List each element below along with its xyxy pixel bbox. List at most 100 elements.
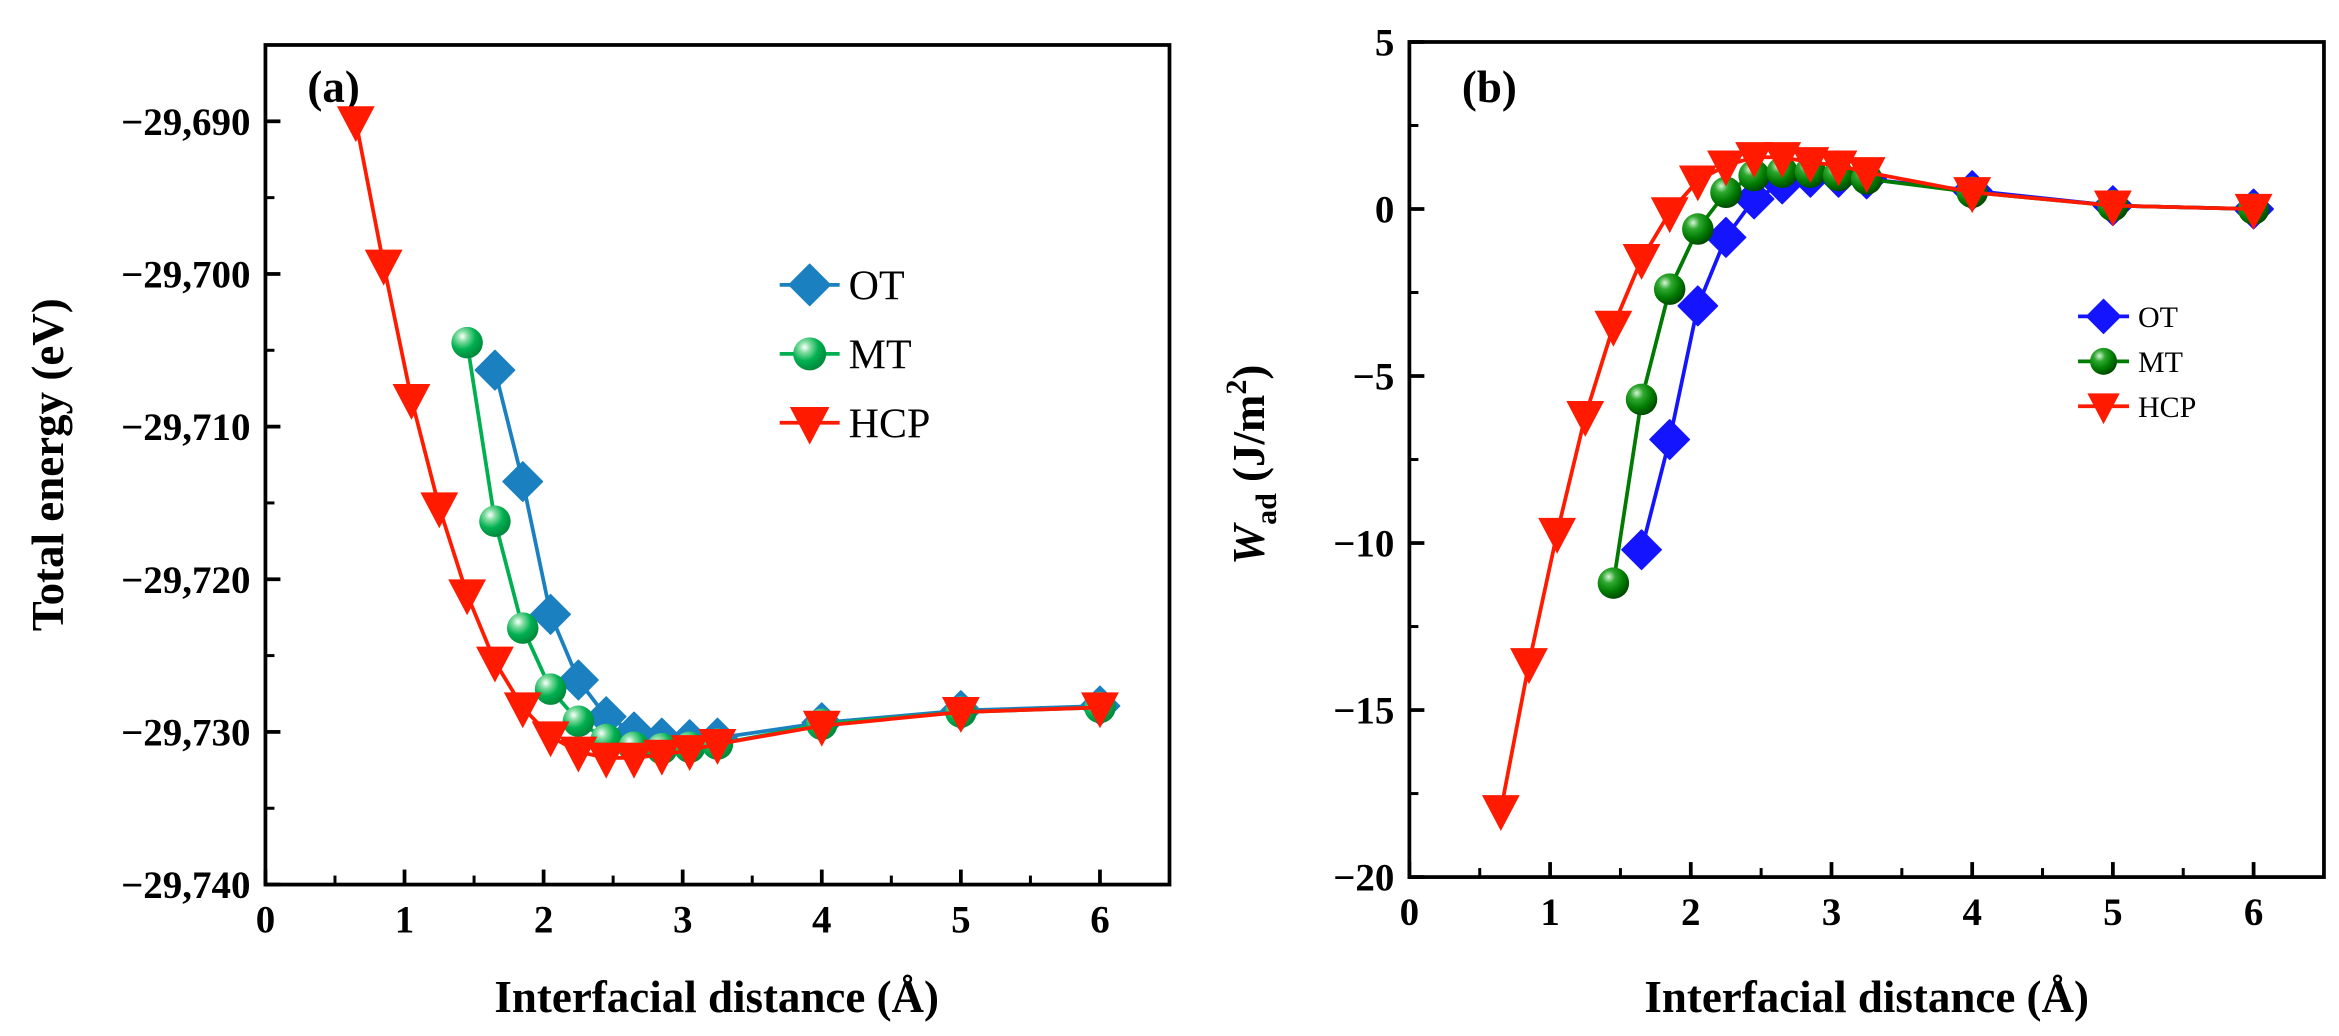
data-point <box>1791 147 1830 184</box>
data-point <box>642 739 681 776</box>
data-point <box>615 742 653 779</box>
data-point <box>1678 165 1717 202</box>
x-tick-label: 2 <box>534 899 553 942</box>
y-tick-label: −10 <box>1333 523 1394 566</box>
ylabel-unit: (J/m <box>1224 395 1274 494</box>
series-mt <box>451 326 1116 765</box>
legend-item: MT <box>2078 346 2183 379</box>
data-point <box>1763 142 1802 179</box>
x-tick-label: 1 <box>1540 891 1559 934</box>
legend-marker <box>2087 393 2120 425</box>
data-point <box>1625 383 1658 416</box>
legend-marker <box>788 263 832 307</box>
x-tick-label: 5 <box>2103 891 2122 934</box>
legend-item: HCP <box>779 401 931 447</box>
legend: OT MT HCP <box>779 263 931 447</box>
legend-label: HCP <box>849 401 931 447</box>
data-point <box>1621 529 1662 571</box>
y-tick-label: 5 <box>1375 21 1394 64</box>
legend-marker <box>2090 347 2118 375</box>
data-point <box>530 593 571 635</box>
panel-label: (a) <box>307 62 359 112</box>
data-point <box>698 729 737 765</box>
x-tick-label: 3 <box>1822 891 1841 934</box>
series-line <box>1498 155 2254 811</box>
x-tick-label: 4 <box>1962 891 1981 934</box>
x-tick-label: 5 <box>951 899 970 942</box>
panel-a: (a) Interfacial distance (Å) Total energ… <box>23 43 1172 1022</box>
data-point <box>392 384 431 420</box>
data-point <box>802 710 841 747</box>
legend: OT MT HCP <box>2078 298 2196 425</box>
data-point <box>502 461 544 502</box>
data-point <box>1847 157 1886 194</box>
data-point <box>1650 197 1689 234</box>
data-point <box>587 742 626 779</box>
data-point <box>531 721 570 758</box>
ylabel-close: ) <box>1224 365 1274 380</box>
y-tick-label: −29,730 <box>121 711 250 754</box>
data-point <box>2094 190 2132 227</box>
y-tick-label: −5 <box>1353 356 1395 399</box>
legend-label: MT <box>849 333 912 379</box>
data-point <box>1735 142 1773 179</box>
panel-label: (b) <box>1462 62 1517 112</box>
data-point <box>1682 213 1714 245</box>
x-axis-title: Interfacial distance (Å) <box>494 972 939 1022</box>
data-point <box>1710 176 1742 209</box>
data-point <box>1481 795 1520 832</box>
data-point <box>670 735 709 772</box>
legend-marker <box>793 337 827 371</box>
y-tick-label: −20 <box>1333 857 1394 900</box>
x-tick-label: 0 <box>1400 891 1419 934</box>
x-tick-label: 1 <box>395 899 414 942</box>
ylabel-sup: 2 <box>1220 380 1253 395</box>
data-point <box>1566 400 1605 437</box>
legend-item: OT <box>779 263 905 310</box>
y-axis-title: Total energy (eV) <box>23 298 73 631</box>
plot-frame <box>263 43 1172 887</box>
data-point <box>1594 310 1633 347</box>
data-point <box>1649 419 1691 460</box>
data-point <box>534 673 567 705</box>
x-tick-label: 6 <box>2244 891 2263 934</box>
data-point <box>364 249 403 286</box>
data-point <box>1953 177 1992 214</box>
data-point <box>1081 692 1119 729</box>
panel-b: (b) Interfacial distance (Å) Wad (J/m2) … <box>1220 21 2326 1022</box>
y-tick-label: −15 <box>1333 690 1394 733</box>
series-line <box>354 120 1101 760</box>
data-point <box>557 659 599 701</box>
data-point <box>1597 567 1630 599</box>
legend-item: HCP <box>2078 391 2196 425</box>
data-point <box>562 705 595 737</box>
x-tick-label: 4 <box>812 899 831 942</box>
data-point <box>1707 150 1745 187</box>
ylabel-sub: ad <box>1250 493 1283 525</box>
data-point <box>559 736 598 773</box>
x-axis-title: Interfacial distance (Å) <box>1644 972 2089 1022</box>
y-tick-label: −29,700 <box>121 253 250 296</box>
data-point <box>1653 273 1686 305</box>
y-tick-label: −29,720 <box>121 559 250 602</box>
data-point <box>1677 285 1719 327</box>
y-tick-label: −29,740 <box>121 864 250 907</box>
legend-label: HCP <box>2138 391 2196 424</box>
y-tick-label: 0 <box>1375 188 1394 231</box>
series-hcp <box>1481 142 2273 832</box>
x-tick-label: 6 <box>1090 899 1109 942</box>
data-point <box>1538 517 1577 554</box>
x-tick-label: 2 <box>1681 891 1700 934</box>
data-point <box>941 696 980 733</box>
legend-marker <box>2085 298 2122 334</box>
data-point <box>2234 193 2273 230</box>
legend-item: OT <box>2078 298 2178 334</box>
legend-item: MT <box>779 333 912 379</box>
legend-label: OT <box>849 264 905 310</box>
data-point <box>1819 150 1858 187</box>
data-point <box>451 326 483 359</box>
data-point <box>474 349 516 391</box>
x-tick-label: 0 <box>256 899 275 942</box>
y-tick-label: −29,690 <box>121 101 250 144</box>
